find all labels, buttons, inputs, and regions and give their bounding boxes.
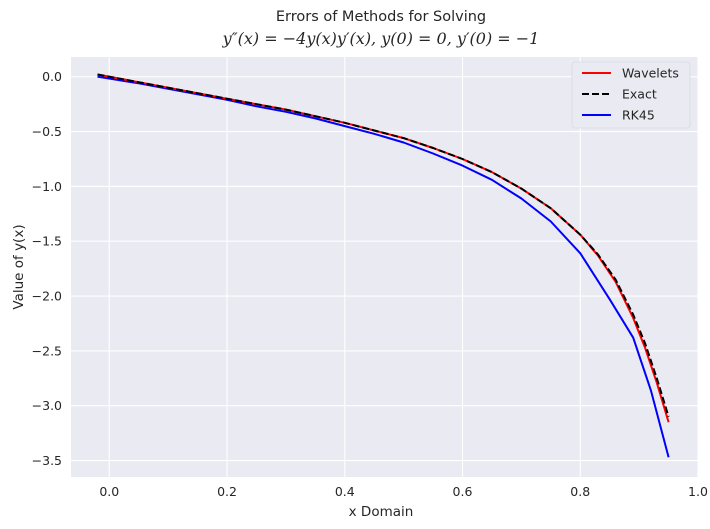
y-tick-label: −0.5 — [32, 124, 62, 139]
y-tick-label: 0.0 — [42, 69, 62, 84]
series-layer — [97, 73, 670, 458]
legend-box — [571, 61, 691, 129]
x-axis-ticks: 0.0 0.2 0.4 0.6 0.8 1.0 — [99, 484, 708, 499]
x-tick-label: 0.8 — [570, 484, 590, 499]
series-line-exact — [97, 73, 670, 417]
y-tick-label: −3.5 — [32, 453, 62, 468]
series-line-rk45 — [97, 75, 670, 458]
y-tick-label: −2.0 — [32, 289, 62, 304]
y-tick-label: −1.0 — [32, 179, 62, 194]
legend-label: Exact — [622, 87, 657, 102]
x-tick-label: 0.6 — [453, 484, 473, 499]
y-tick-label: −1.5 — [32, 234, 62, 249]
legend-label: RK45 — [622, 108, 655, 123]
y-axis-label: Value of y(x) — [11, 224, 27, 309]
x-axis-label: x Domain — [349, 504, 414, 520]
x-tick-label: 0.2 — [217, 484, 237, 499]
x-tick-label: 1.0 — [688, 484, 708, 499]
legend-label: Wavelets — [622, 66, 679, 81]
y-tick-label: −2.5 — [32, 343, 62, 358]
legend: Wavelets Exact RK45 — [571, 61, 691, 129]
x-tick-label: 0.4 — [335, 484, 355, 499]
y-tick-label: −3.0 — [32, 398, 62, 413]
x-tick-label: 0.0 — [99, 484, 119, 499]
chart-subtitle: y″(x) = −4y(x)y′(x), y(0) = 0, y′(0) = −… — [222, 29, 540, 48]
chart-title: Errors of Methods for Solving — [276, 9, 486, 25]
y-axis-ticks: 0.0 −0.5 −1.0 −1.5 −2.0 −2.5 −3.0 −3.5 — [32, 69, 62, 468]
